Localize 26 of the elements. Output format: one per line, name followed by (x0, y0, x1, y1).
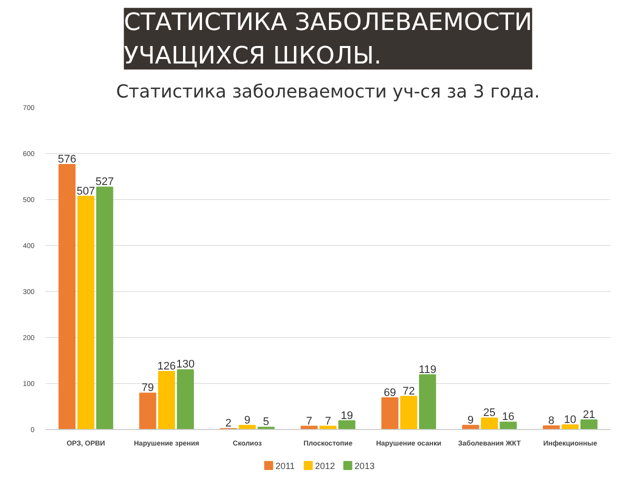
data-label: 9 (244, 414, 250, 426)
data-label: 25 (483, 407, 496, 419)
data-label: 8 (548, 414, 554, 427)
data-label: 126 (157, 360, 176, 373)
data-label: 16 (502, 411, 514, 424)
data-label: 119 (418, 364, 436, 376)
data-label: 69 (384, 386, 396, 399)
data-label: 2 (225, 418, 232, 430)
data-label: 507 (76, 185, 96, 198)
legend-label: 2013 (354, 461, 375, 471)
data-label: 72 (402, 385, 415, 398)
chart-subtitle: Статистика заболеваемости уч-ся за 3 года. (116, 82, 540, 102)
data-label: 7 (306, 415, 312, 428)
data-label: 576 (58, 154, 76, 166)
data-label: 7 (324, 415, 332, 428)
data-label: 527 (96, 176, 114, 188)
data-label: 130 (176, 358, 195, 371)
legend-label: 2011 (275, 461, 295, 471)
data-label: 19 (340, 410, 353, 422)
chart-title: СТАТИСТИКА ЗАБОЛЕВАЕМОСТИ УЧАЩИХСЯ ШКОЛЫ. (124, 8, 532, 70)
data-label: 5 (263, 416, 270, 428)
data-label: 79 (142, 382, 154, 394)
legend-label: 2012 (315, 461, 336, 471)
data-label: 10 (564, 414, 576, 426)
data-label: 9 (468, 414, 474, 426)
data-label: 21 (582, 408, 596, 421)
